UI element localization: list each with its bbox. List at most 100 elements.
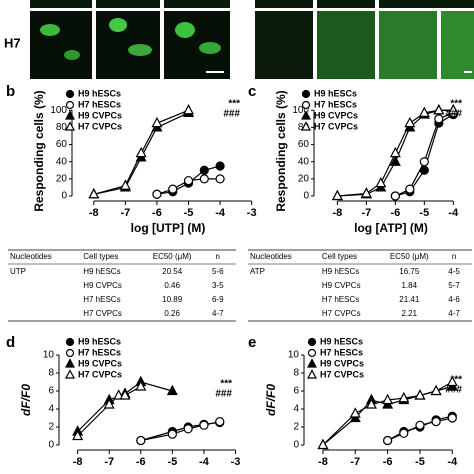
marker — [215, 161, 225, 171]
marker — [360, 187, 372, 198]
x-tick-label: -7 — [120, 207, 130, 219]
table-cell: 0.26 — [164, 309, 180, 318]
image — [96, 0, 160, 8]
marker — [365, 398, 377, 409]
y-tick-label: 0 — [48, 440, 54, 451]
marker — [199, 174, 209, 184]
y-axis-label: dF/F0 — [19, 384, 33, 416]
x-tick-label: -8 — [89, 207, 99, 219]
legend-label: H9 CVPCs — [78, 358, 122, 368]
table-cell: H9 hESCs — [322, 267, 359, 276]
annotation: ### — [445, 385, 462, 396]
marker — [166, 384, 178, 396]
marker — [447, 104, 459, 115]
legend-marker — [65, 100, 75, 110]
table-header: EC50 (μM) — [390, 252, 429, 261]
table-cell: H9 CVPCs — [322, 281, 361, 290]
marker — [72, 429, 84, 441]
micrographs: H7 — [4, 0, 474, 79]
x-tick-label: -5 — [415, 456, 425, 468]
y-tick-label: 100 — [50, 105, 67, 116]
marker — [183, 424, 193, 434]
marker — [167, 429, 177, 439]
legend-marker — [65, 337, 75, 347]
image — [30, 11, 92, 79]
x-tick-label: -5 — [184, 207, 194, 219]
legend-marker — [65, 369, 75, 379]
marker — [151, 116, 163, 128]
image — [255, 11, 313, 79]
legend-label: H9 CVPCs — [320, 358, 364, 368]
marker — [119, 389, 131, 400]
legend-label: H9 CVPCs — [78, 110, 122, 120]
legend-label: H9 hESCs — [78, 336, 121, 346]
marker — [375, 176, 387, 188]
annotation: *** — [450, 375, 462, 386]
marker — [405, 184, 415, 194]
cell — [109, 18, 127, 32]
table-header: Cell types — [322, 252, 357, 261]
table-header: Cell types — [83, 252, 118, 261]
x-tick-label: -6 — [390, 207, 400, 219]
annotation: ### — [445, 109, 462, 120]
marker — [135, 146, 147, 158]
y-tick-label: 6 — [48, 386, 54, 397]
table-cell: H7 CVPCs — [322, 309, 361, 318]
legend-marker — [65, 358, 75, 368]
marker — [383, 435, 393, 446]
cell — [128, 44, 152, 56]
y-tick-label: 2 — [48, 422, 54, 433]
legend-label: H7 hESCs — [78, 347, 121, 357]
y-tick-label: 100 — [292, 105, 309, 116]
legend-marker — [307, 337, 317, 347]
table-cell: H9 hESCs — [83, 267, 120, 276]
legend-label: H7 hESCs — [78, 99, 121, 109]
series-line — [395, 112, 454, 197]
table-cell: 5-6 — [212, 267, 224, 276]
marker — [415, 420, 425, 430]
legend-marker — [65, 89, 75, 99]
y-tick-label: 0 — [61, 191, 67, 202]
x-tick-label: -4 — [448, 207, 459, 219]
legend-label: H7 hESCs — [320, 347, 363, 357]
y-tick-label: 60 — [56, 139, 68, 150]
table-cell: 4-6 — [448, 295, 460, 304]
table-cell: 2.21 — [401, 309, 417, 318]
image — [317, 0, 375, 8]
cell — [199, 42, 221, 54]
legend-marker — [307, 369, 317, 379]
panel-label: e — [248, 334, 256, 351]
y-tick-label: 20 — [298, 173, 310, 184]
y-tick-label: 80 — [56, 122, 68, 133]
panel-label: b — [6, 83, 15, 100]
y-tick-label: 2 — [293, 422, 299, 433]
table-header: n — [216, 252, 220, 261]
marker — [183, 175, 194, 186]
table-cell: 0.46 — [164, 281, 180, 290]
marker — [135, 380, 147, 391]
marker — [431, 417, 441, 427]
legend-label: H7 CVPCs — [78, 121, 122, 131]
y-axis-label: Responding cells (%) — [32, 90, 46, 211]
y-tick-label: 8 — [293, 368, 299, 379]
legend-marker — [301, 100, 311, 110]
marker — [349, 407, 361, 418]
marker — [331, 189, 343, 201]
table-cell: 20.54 — [162, 267, 183, 276]
marker — [389, 155, 401, 166]
image — [30, 0, 92, 8]
marker — [136, 435, 146, 446]
marker — [418, 106, 430, 117]
image — [96, 11, 160, 79]
annotation: ### — [215, 389, 232, 400]
x-tick-label: -6 — [136, 456, 146, 468]
marker — [215, 174, 225, 184]
legend-label: H7 CVPCs — [314, 121, 358, 131]
x-tick-label: -4 — [447, 456, 458, 468]
marker — [168, 184, 178, 194]
image — [164, 0, 230, 8]
x-tick-label: -4 — [215, 207, 226, 219]
legend-marker — [307, 358, 317, 368]
x-axis-label: log [ATP] (M) — [354, 221, 428, 235]
